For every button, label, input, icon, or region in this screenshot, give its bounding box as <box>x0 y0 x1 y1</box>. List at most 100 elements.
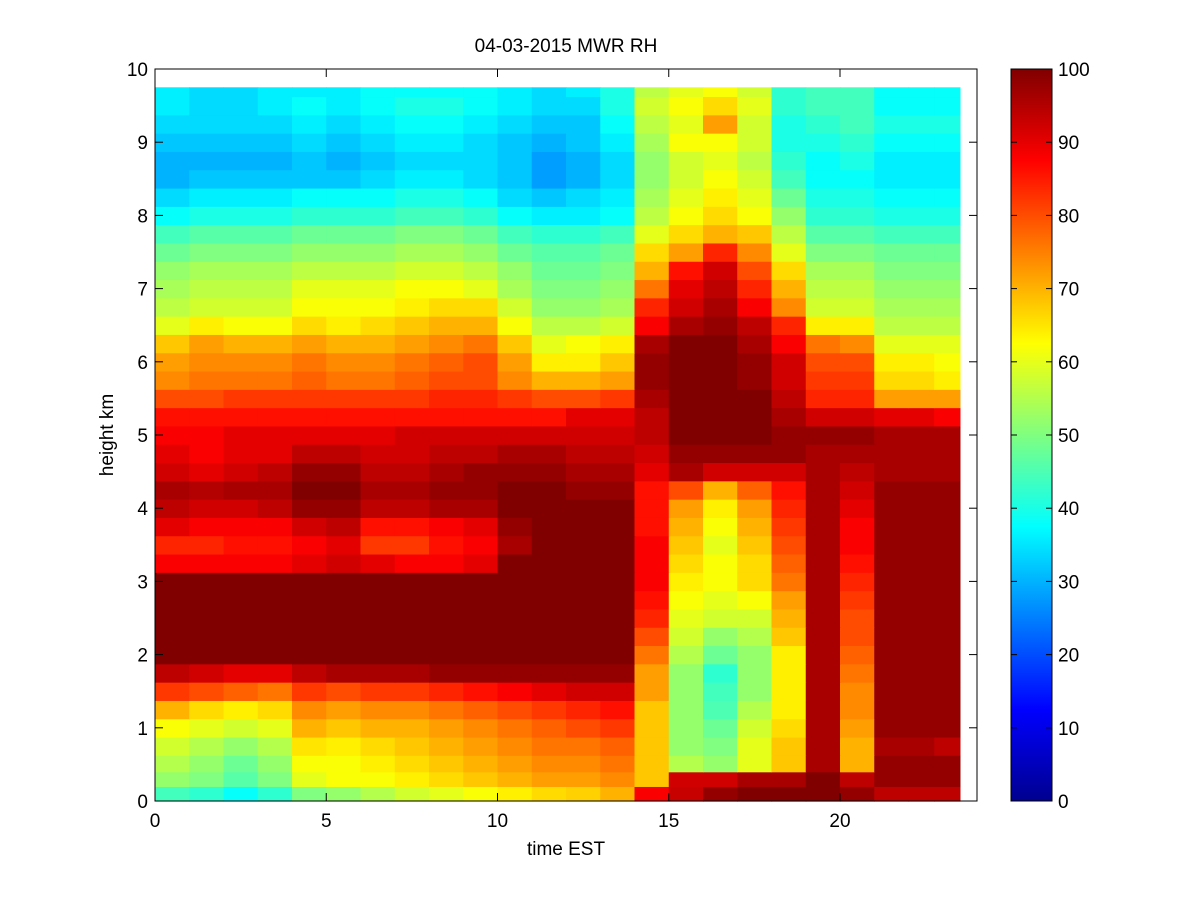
heatmap-cell <box>463 242 499 262</box>
heatmap-cell <box>737 279 773 299</box>
heatmap-cell <box>840 517 875 537</box>
heatmap-cell <box>429 462 464 482</box>
heatmap-cell <box>360 206 396 226</box>
heatmap-cell <box>326 114 362 134</box>
heatmap-cell <box>189 444 225 464</box>
heatmap-cell <box>805 425 841 445</box>
heatmap-cell <box>257 242 293 262</box>
heatmap-cell <box>908 352 935 372</box>
heatmap-cell <box>934 87 961 98</box>
heatmap-cell <box>805 682 841 701</box>
heatmap-cell <box>394 242 430 262</box>
heatmap-cell <box>668 151 704 171</box>
heatmap-cell <box>634 786 670 802</box>
heatmap-cell <box>257 700 293 720</box>
heatmap-cell <box>463 572 499 592</box>
heatmap-cell <box>497 553 533 573</box>
heatmap-cell <box>257 627 293 647</box>
heatmap-cell <box>771 572 807 592</box>
heatmap-cell <box>394 736 430 756</box>
heatmap-cell <box>874 517 910 537</box>
heatmap-cell <box>257 151 293 171</box>
heatmap-cell <box>566 389 601 409</box>
heatmap-cell <box>737 608 773 628</box>
heatmap-cell <box>292 462 327 482</box>
heatmap-cell <box>531 389 567 409</box>
heatmap-cell <box>934 736 961 756</box>
heatmap-cell <box>805 462 841 482</box>
heatmap-cell <box>771 407 807 427</box>
heatmap-cell <box>566 645 601 665</box>
heatmap-cell <box>531 771 567 787</box>
heatmap-cell <box>703 297 738 317</box>
heatmap-cell <box>189 133 225 152</box>
heatmap-cell <box>531 572 567 592</box>
heatmap-cell <box>360 279 396 299</box>
x-tick-label: 10 <box>487 811 508 832</box>
heatmap-cell <box>634 114 670 134</box>
heatmap-cell <box>497 297 533 317</box>
heatmap-cell <box>394 444 430 464</box>
heatmap-cell <box>326 370 362 390</box>
heatmap-cell <box>497 151 533 171</box>
heatmap-cell <box>840 370 875 390</box>
heatmap-cell <box>497 517 533 537</box>
heatmap-cell <box>360 96 396 116</box>
heatmap-cell <box>360 462 396 482</box>
heatmap-cell <box>497 535 533 555</box>
heatmap-cell <box>497 370 533 390</box>
heatmap-cell <box>737 352 773 372</box>
heatmap-cell <box>840 389 875 409</box>
heatmap-cell <box>360 224 396 244</box>
y-tick-label: 3 <box>137 572 148 593</box>
heatmap-cell <box>257 771 293 787</box>
heatmap-cell <box>668 517 704 537</box>
heatmap-cell <box>497 114 533 134</box>
heatmap-cell <box>223 242 259 262</box>
heatmap-cell <box>497 187 533 207</box>
heatmap-cell <box>223 206 259 226</box>
heatmap-cell <box>771 786 807 802</box>
heatmap-cell <box>326 590 362 610</box>
heatmap-cell <box>463 627 499 647</box>
heatmap-cell <box>668 608 704 628</box>
heatmap-cell <box>463 444 499 464</box>
heatmap-cell <box>703 590 738 610</box>
heatmap-cell <box>257 389 293 409</box>
heatmap-cell <box>908 627 935 647</box>
heatmap-cell <box>840 96 875 116</box>
heatmap-cell <box>429 297 464 317</box>
heatmap-cell <box>360 736 396 756</box>
heatmap-cell <box>840 627 875 647</box>
heatmap-cell <box>934 151 961 171</box>
heatmap-cell <box>360 755 396 773</box>
heatmap-cell <box>634 407 670 427</box>
heatmap-cell <box>223 425 259 445</box>
heatmap-cell <box>874 480 910 500</box>
heatmap-cell <box>155 169 190 189</box>
heatmap-cell <box>531 682 567 701</box>
heatmap-cell <box>668 590 704 610</box>
heatmap-cell <box>566 771 601 787</box>
heatmap-cell <box>840 786 875 802</box>
heatmap-cell <box>840 608 875 628</box>
colorbar-tick-label: 0 <box>1058 792 1069 813</box>
heatmap-cell <box>429 279 464 299</box>
heatmap-cell <box>600 206 636 226</box>
heatmap-cell <box>908 663 935 683</box>
heatmap-cell <box>771 151 807 171</box>
heatmap-cell <box>531 151 567 171</box>
heatmap-cell <box>566 334 601 354</box>
heatmap-cell <box>934 480 961 500</box>
heatmap-cell <box>360 316 396 335</box>
heatmap-cell <box>908 572 935 592</box>
heatmap-cell <box>737 499 773 518</box>
heatmap-cell <box>934 786 961 802</box>
heatmap-cell <box>737 133 773 152</box>
heatmap-cell <box>429 700 464 720</box>
heatmap-cell <box>189 352 225 372</box>
heatmap-cell <box>223 261 259 281</box>
heatmap-cell <box>566 553 601 573</box>
x-tick-label: 20 <box>829 811 850 832</box>
heatmap-cell <box>634 462 670 482</box>
